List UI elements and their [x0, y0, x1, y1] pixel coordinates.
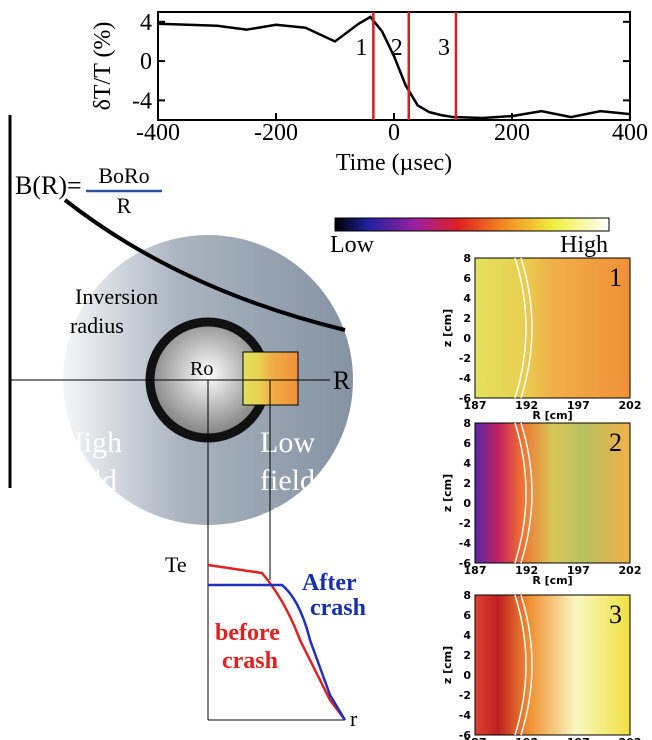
x-tick-label: 0 [388, 120, 400, 146]
panel-label: 3 [609, 600, 622, 629]
panel-y-tick: 8 [463, 252, 471, 265]
panel-y-label: z [cm] [441, 646, 454, 684]
colorbar [334, 217, 610, 232]
panel-x-tick: 192 [515, 736, 538, 740]
marker-label: 1 [355, 35, 367, 61]
x-tick-label: -400 [136, 120, 180, 146]
marker-label: 2 [391, 35, 403, 61]
heatmap-panel [474, 257, 631, 399]
x-axis-label: Time (µsec) [336, 150, 452, 176]
panel-y-tick: -2 [459, 352, 471, 365]
panel-y-tick: 6 [463, 437, 471, 450]
x-tick-label: 200 [494, 120, 530, 146]
marker-label: 3 [438, 35, 450, 61]
after-label: After [302, 570, 357, 596]
panel-y-tick: -4 [459, 372, 472, 385]
panel-x-tick: 187 [464, 399, 487, 412]
profile-xlabel: r [350, 706, 358, 731]
panel-x-tick: 197 [567, 736, 590, 740]
panel-y-tick: 8 [463, 417, 471, 430]
panel-y-tick: 2 [463, 649, 471, 662]
colorbar-low: Low [330, 232, 375, 258]
panel-x-tick: 192 [515, 399, 538, 412]
panel-y-tick: 8 [463, 589, 471, 602]
panel-y-tick: -2 [459, 517, 471, 530]
panel-y-tick: -4 [459, 709, 472, 722]
separatrix [520, 422, 533, 564]
panel-y-tick: 4 [463, 292, 471, 305]
panel-y-tick: 6 [463, 609, 471, 622]
panel-y-tick: 2 [463, 477, 471, 490]
x-tick-label: 400 [612, 120, 648, 146]
heatmap-panel [474, 594, 631, 736]
panel-x-tick: 187 [464, 564, 487, 577]
before-label: before [215, 620, 280, 646]
y-tick-label: -4 [132, 88, 152, 114]
low-side-label: side [260, 501, 308, 534]
y-tick-label: 4 [140, 10, 152, 36]
center-label: Ro [190, 358, 213, 380]
y-axis-label: δT/T (%) [90, 22, 116, 111]
panel-label: 2 [609, 428, 622, 457]
low-side-label: Low [260, 426, 315, 459]
separatrix [514, 257, 527, 399]
high-side-label: side [62, 501, 110, 534]
panel-x-tick: 197 [567, 399, 590, 412]
low-side-label: field [260, 464, 315, 497]
panel-x-tick: 197 [567, 564, 590, 577]
panel-y-tick: 0 [463, 669, 471, 682]
heatmap-panel [474, 422, 631, 564]
separatrix [514, 422, 527, 564]
y-tick-label: 0 [140, 49, 152, 75]
formula-numerator: BoRo [98, 163, 149, 188]
panel-x-tick: 192 [515, 564, 538, 577]
separatrix [520, 594, 533, 736]
panel-y-tick: 4 [463, 629, 471, 642]
x-tick-label: -200 [254, 120, 298, 146]
panel-y-label: z [cm] [441, 474, 454, 512]
axis-label: R [333, 366, 351, 395]
panel-y-tick: 0 [463, 497, 471, 510]
panel-x-tick: 202 [619, 736, 642, 740]
inversion-label: Inversion [75, 284, 158, 309]
panel-x-tick: 202 [619, 564, 642, 577]
panel-x-tick: 187 [464, 736, 487, 740]
panel-label: 1 [609, 263, 622, 292]
panel-y-tick: 4 [463, 457, 471, 470]
formula-denominator: R [117, 193, 132, 218]
data-line [157, 15, 631, 120]
panel-y-tick: -4 [459, 537, 472, 550]
panel-y-tick: 0 [463, 332, 471, 345]
separatrix [520, 257, 533, 399]
panel-y-tick: 6 [463, 272, 471, 285]
high-side-label: High [62, 426, 122, 459]
separatrix [514, 594, 527, 736]
inversion-label: radius [70, 313, 124, 338]
panel-y-label: z [cm] [441, 309, 454, 347]
after-label: crash [310, 595, 366, 621]
profile-ylabel: Te [165, 552, 187, 577]
panel-y-tick: -6 [459, 392, 472, 405]
panel-y-tick: -6 [459, 729, 472, 740]
panel-x-tick: 202 [619, 399, 642, 412]
before-curve [207, 563, 346, 721]
formula-lhs: B(R)= [15, 171, 82, 200]
panel-x-label: R [cm] [532, 574, 572, 587]
high-side-label: field [62, 464, 117, 497]
colorbar-high: High [560, 232, 608, 258]
field-curve [63, 198, 346, 332]
after-curve [208, 583, 347, 721]
before-label: crash [222, 648, 278, 674]
panel-y-tick: -6 [459, 557, 472, 570]
panel-y-tick: -2 [459, 689, 471, 702]
panel-y-tick: 2 [463, 312, 471, 325]
panel-x-label: R [cm] [532, 409, 572, 422]
